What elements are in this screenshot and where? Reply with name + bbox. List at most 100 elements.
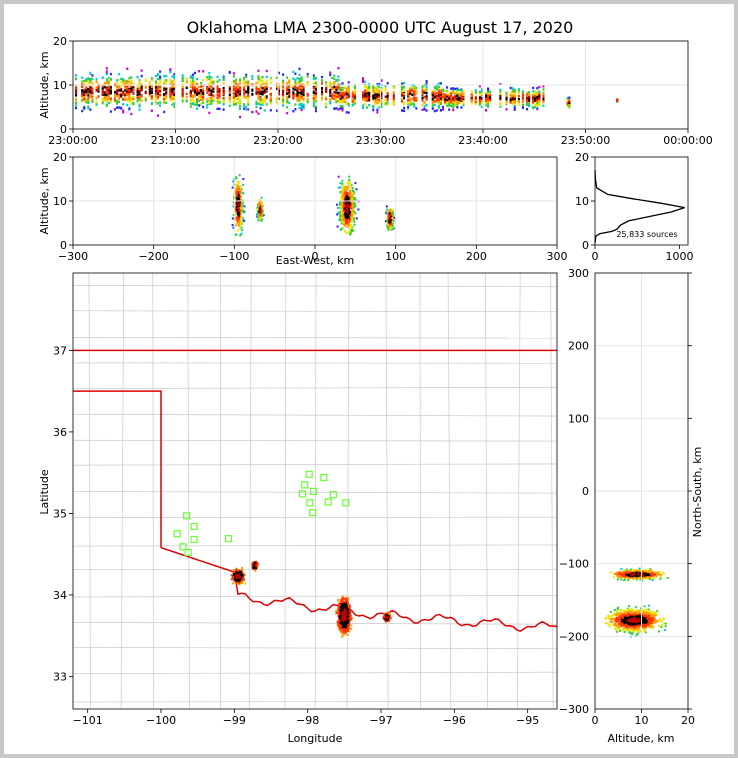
time-height-source: [401, 85, 403, 89]
time-height-source: [456, 101, 459, 105]
east-west-source: [343, 203, 346, 206]
time-height-source: [345, 92, 348, 95]
time-height-source: [265, 87, 268, 90]
time-height-source: [85, 93, 88, 97]
east-west-source: [385, 205, 388, 208]
time-height-source: [487, 94, 490, 97]
time-height-source: [159, 87, 162, 90]
plan-view-source: [341, 627, 344, 630]
time-height-source: [75, 84, 78, 87]
east-west-source: [241, 216, 244, 219]
east-west-source: [339, 191, 342, 194]
time-height-source: [232, 72, 235, 75]
time-height-source: [413, 84, 416, 87]
east-west-source: [236, 184, 239, 187]
county-line: [516, 272, 521, 710]
time-height-source: [499, 93, 502, 97]
east-west-source: [236, 207, 239, 210]
time-height-source: [85, 99, 88, 102]
time-height-source: [157, 91, 160, 94]
time-height-source: [200, 95, 203, 98]
county-line: [72, 337, 558, 339]
east-west-source: [350, 213, 353, 216]
east-west-source: [351, 205, 354, 208]
time-height-source: [128, 88, 131, 92]
time-height-source: [130, 87, 133, 90]
time-height-source: [409, 89, 412, 92]
plan-view-source: [238, 573, 241, 576]
time-height-source: [300, 91, 303, 94]
east-west-frame: [72, 156, 558, 246]
x-tick-label: 100: [385, 250, 406, 263]
time-height-source: [474, 98, 477, 102]
east-west-source: [353, 220, 356, 223]
east-west-source: [234, 213, 237, 216]
time-height-source: [485, 94, 488, 97]
time-height-source: [275, 96, 278, 100]
time-height-source: [163, 98, 166, 101]
time-height-source: [456, 92, 459, 95]
east-west-source: [345, 205, 348, 208]
time-height-source: [185, 92, 188, 96]
time-height-source: [216, 98, 219, 102]
east-west-source: [337, 212, 340, 215]
time-height-source: [321, 90, 324, 94]
time-height-source: [89, 88, 92, 91]
east-west-source: [260, 196, 263, 199]
time-height-source: [198, 99, 201, 102]
time-height-source: [480, 90, 483, 93]
east-west-source: [391, 212, 394, 215]
time-height-source: [439, 109, 442, 112]
east-west-source: [345, 188, 348, 191]
east-west-source: [347, 197, 350, 200]
east-west-source: [345, 196, 348, 199]
time-height-source: [245, 96, 248, 99]
time-height-source: [300, 106, 303, 110]
time-height-source: [237, 88, 239, 92]
east-west-source: [240, 207, 243, 210]
time-height-source: [331, 76, 334, 80]
time-height-source: [257, 81, 260, 84]
time-height-source: [298, 106, 301, 110]
time-height-source: [314, 107, 317, 110]
time-height-source: [362, 80, 365, 84]
time-height-source: [421, 89, 424, 92]
time-height-source: [376, 84, 379, 88]
time-height-source: [243, 79, 246, 83]
time-height-source: [425, 109, 428, 112]
time-height-source: [234, 94, 237, 97]
time-height-source: [126, 93, 129, 96]
east-west-source: [340, 211, 343, 214]
east-west-source: [346, 225, 349, 228]
time-height-source: [202, 89, 205, 93]
time-height-source: [216, 87, 219, 91]
time-height-source: [91, 77, 94, 81]
time-height-source: [144, 99, 147, 102]
x-tick-label: −100: [219, 250, 249, 263]
time-height-source: [234, 103, 237, 106]
time-height-source: [173, 79, 176, 82]
time-height-source: [421, 85, 424, 88]
time-height-source: [296, 95, 299, 99]
time-height-source: [335, 88, 338, 91]
time-height-source: [265, 97, 268, 100]
time-height-source: [534, 97, 537, 100]
time-height-source: [89, 91, 92, 95]
time-height-source: [89, 93, 92, 97]
time-height-source: [171, 103, 174, 106]
east-west-source: [231, 224, 234, 227]
east-west-source: [338, 218, 341, 221]
county-line: [152, 272, 154, 710]
time-height-source: [362, 79, 365, 82]
east-west-source: [354, 199, 357, 202]
time-height-source: [257, 112, 260, 115]
time-height-source: [275, 109, 278, 112]
time-height-source: [314, 94, 317, 98]
time-height-source: [239, 92, 242, 96]
time-height-source: [263, 91, 266, 94]
time-height-source: [452, 105, 455, 108]
east-west-source: [236, 220, 239, 223]
plan-view-source: [346, 634, 349, 637]
east-west-source: [352, 213, 355, 216]
time-height-source: [286, 76, 289, 79]
